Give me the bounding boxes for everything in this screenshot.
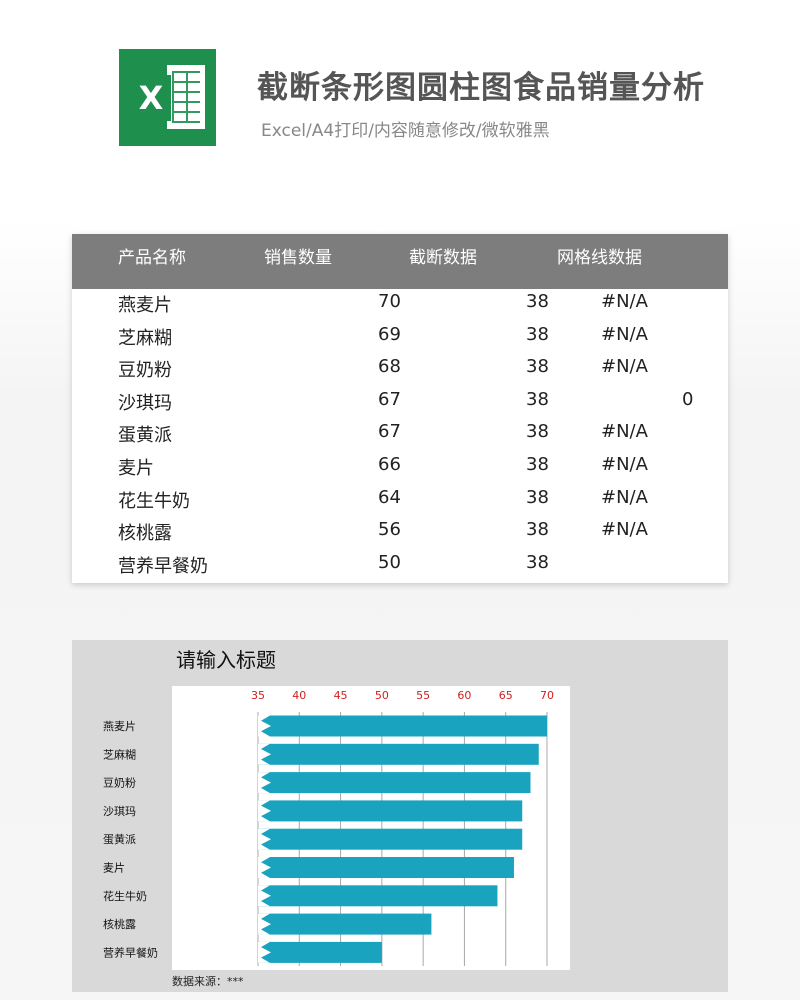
category-label: 芝麻糊 (103, 747, 136, 761)
cell-grid: #N/A (601, 454, 648, 475)
table-row: 蛋黄派 67 38 #N/A (72, 421, 728, 453)
x-tick-label: 70 (540, 689, 554, 702)
cell-sales: 67 (378, 421, 401, 443)
break-marker (258, 828, 271, 850)
cell-product-name: 芝麻糊 (118, 327, 172, 349)
cell-sales: 56 (378, 519, 401, 541)
cell-grid: #N/A (601, 421, 648, 443)
cell-product-name: 花生牛奶 (118, 490, 190, 512)
cell-grid: #N/A (601, 356, 648, 378)
x-tick-label: 50 (375, 689, 389, 702)
table-header: 产品名称 销售数量 截断数据 网格线数据 (72, 234, 728, 289)
cell-sales: 68 (378, 356, 401, 378)
x-tick-label: 60 (457, 689, 471, 702)
x-tick-label: 35 (251, 689, 265, 702)
cell-grid: #N/A (601, 323, 648, 345)
excel-logo-icon: X (119, 49, 216, 146)
cell-sales: 69 (378, 323, 401, 345)
category-label: 花生牛奶 (103, 889, 147, 903)
cell-product-name: 麦片 (118, 458, 154, 479)
logo-letter: X (131, 75, 171, 121)
bar (258, 885, 498, 907)
break-marker (258, 913, 271, 935)
table-row: 沙琪玛 67 38 0 (72, 389, 728, 421)
category-label: 燕麦片 (103, 720, 136, 733)
x-tick-label: 55 (416, 689, 430, 702)
table-row: 豆奶粉 68 38 #N/A (72, 356, 728, 388)
category-label: 豆奶粉 (103, 776, 136, 790)
cell-break: 38 (526, 356, 549, 378)
cell-sales: 67 (378, 388, 401, 410)
cell-product-name: 核桃露 (118, 523, 172, 545)
chart-panel: 请输入标题 35 40 45 50 55 60 65 70 燕麦片芝麻糊豆奶粉沙琪玛蛋黄派麦片花… (72, 640, 728, 992)
break-marker (258, 800, 271, 822)
page-subtitle: Excel/A4打印/内容随意修改/微软雅黑 (261, 121, 550, 141)
bar (258, 941, 382, 963)
break-marker (258, 772, 271, 794)
bar (258, 715, 547, 737)
cell-break: 38 (526, 551, 549, 573)
break-marker (258, 941, 271, 963)
table-row: 燕麦片 70 38 #N/A (72, 291, 728, 323)
category-label: 沙琪玛 (103, 805, 136, 818)
cell-break: 38 (526, 454, 549, 475)
cell-break: 38 (526, 388, 549, 410)
table-row: 麦片 66 38 #N/A (72, 454, 728, 486)
cell-product-name: 燕麦片 (118, 295, 172, 316)
cell-break: 38 (526, 323, 549, 345)
cell-product-name: 营养早餐奶 (118, 555, 208, 577)
data-table: 产品名称 销售数量 截断数据 网格线数据 燕麦片 70 38 #N/A 芝麻糊 69 38 #… (72, 234, 728, 583)
cell-grid: 0 (682, 388, 694, 410)
cell-grid: #N/A (601, 486, 648, 508)
table-row: 花生牛奶 64 38 #N/A (72, 487, 728, 519)
cell-product-name: 沙琪玛 (118, 392, 172, 414)
break-marker (258, 743, 271, 765)
cell-break: 38 (526, 421, 549, 443)
cell-grid: #N/A (601, 291, 648, 312)
bar (258, 913, 432, 935)
category-label: 营养早餐奶 (103, 945, 158, 959)
column-header-break: 截断数据 (409, 248, 477, 268)
bar (258, 743, 539, 765)
x-tick-label: 65 (499, 689, 513, 702)
logo-grid (172, 71, 200, 123)
bar (258, 857, 514, 878)
category-label: 核桃露 (103, 917, 136, 931)
bar (258, 772, 531, 794)
cell-sales: 50 (378, 551, 401, 573)
bar-chart: 35 40 45 50 55 60 65 70 燕麦片芝麻糊豆奶粉沙琪玛蛋黄派麦片花生牛奶核桃露… (103, 686, 570, 970)
chart-title: 请输入标题 (176, 648, 276, 672)
column-header-grid: 网格线数据 (557, 248, 642, 268)
table-row: 芝麻糊 69 38 #N/A (72, 324, 728, 356)
table-row: 营养早餐奶 50 38 (72, 552, 728, 584)
category-label: 麦片 (103, 862, 125, 875)
cell-product-name: 豆奶粉 (118, 360, 172, 382)
cell-break: 38 (526, 486, 549, 508)
column-header-sales: 销售数量 (264, 248, 332, 268)
bar (258, 828, 523, 850)
column-header-name: 产品名称 (118, 248, 186, 268)
break-marker (258, 885, 271, 907)
break-marker (258, 857, 271, 878)
cell-break: 38 (526, 291, 549, 312)
x-tick-label: 40 (292, 689, 306, 702)
chart-source-note: 数据来源：*** (172, 975, 244, 988)
break-marker (258, 715, 271, 737)
bar (258, 800, 523, 822)
cell-sales: 64 (378, 486, 401, 508)
cell-sales: 66 (378, 454, 401, 475)
cell-product-name: 蛋黄派 (118, 425, 172, 447)
page-title: 截断条形图圆柱图食品销量分析 (257, 70, 705, 106)
category-label: 蛋黄派 (103, 832, 136, 846)
cell-break: 38 (526, 519, 549, 541)
x-tick-label: 45 (334, 689, 348, 702)
cell-sales: 70 (378, 291, 401, 312)
cell-grid: #N/A (601, 519, 648, 541)
table-row: 核桃露 56 38 #N/A (72, 519, 728, 551)
